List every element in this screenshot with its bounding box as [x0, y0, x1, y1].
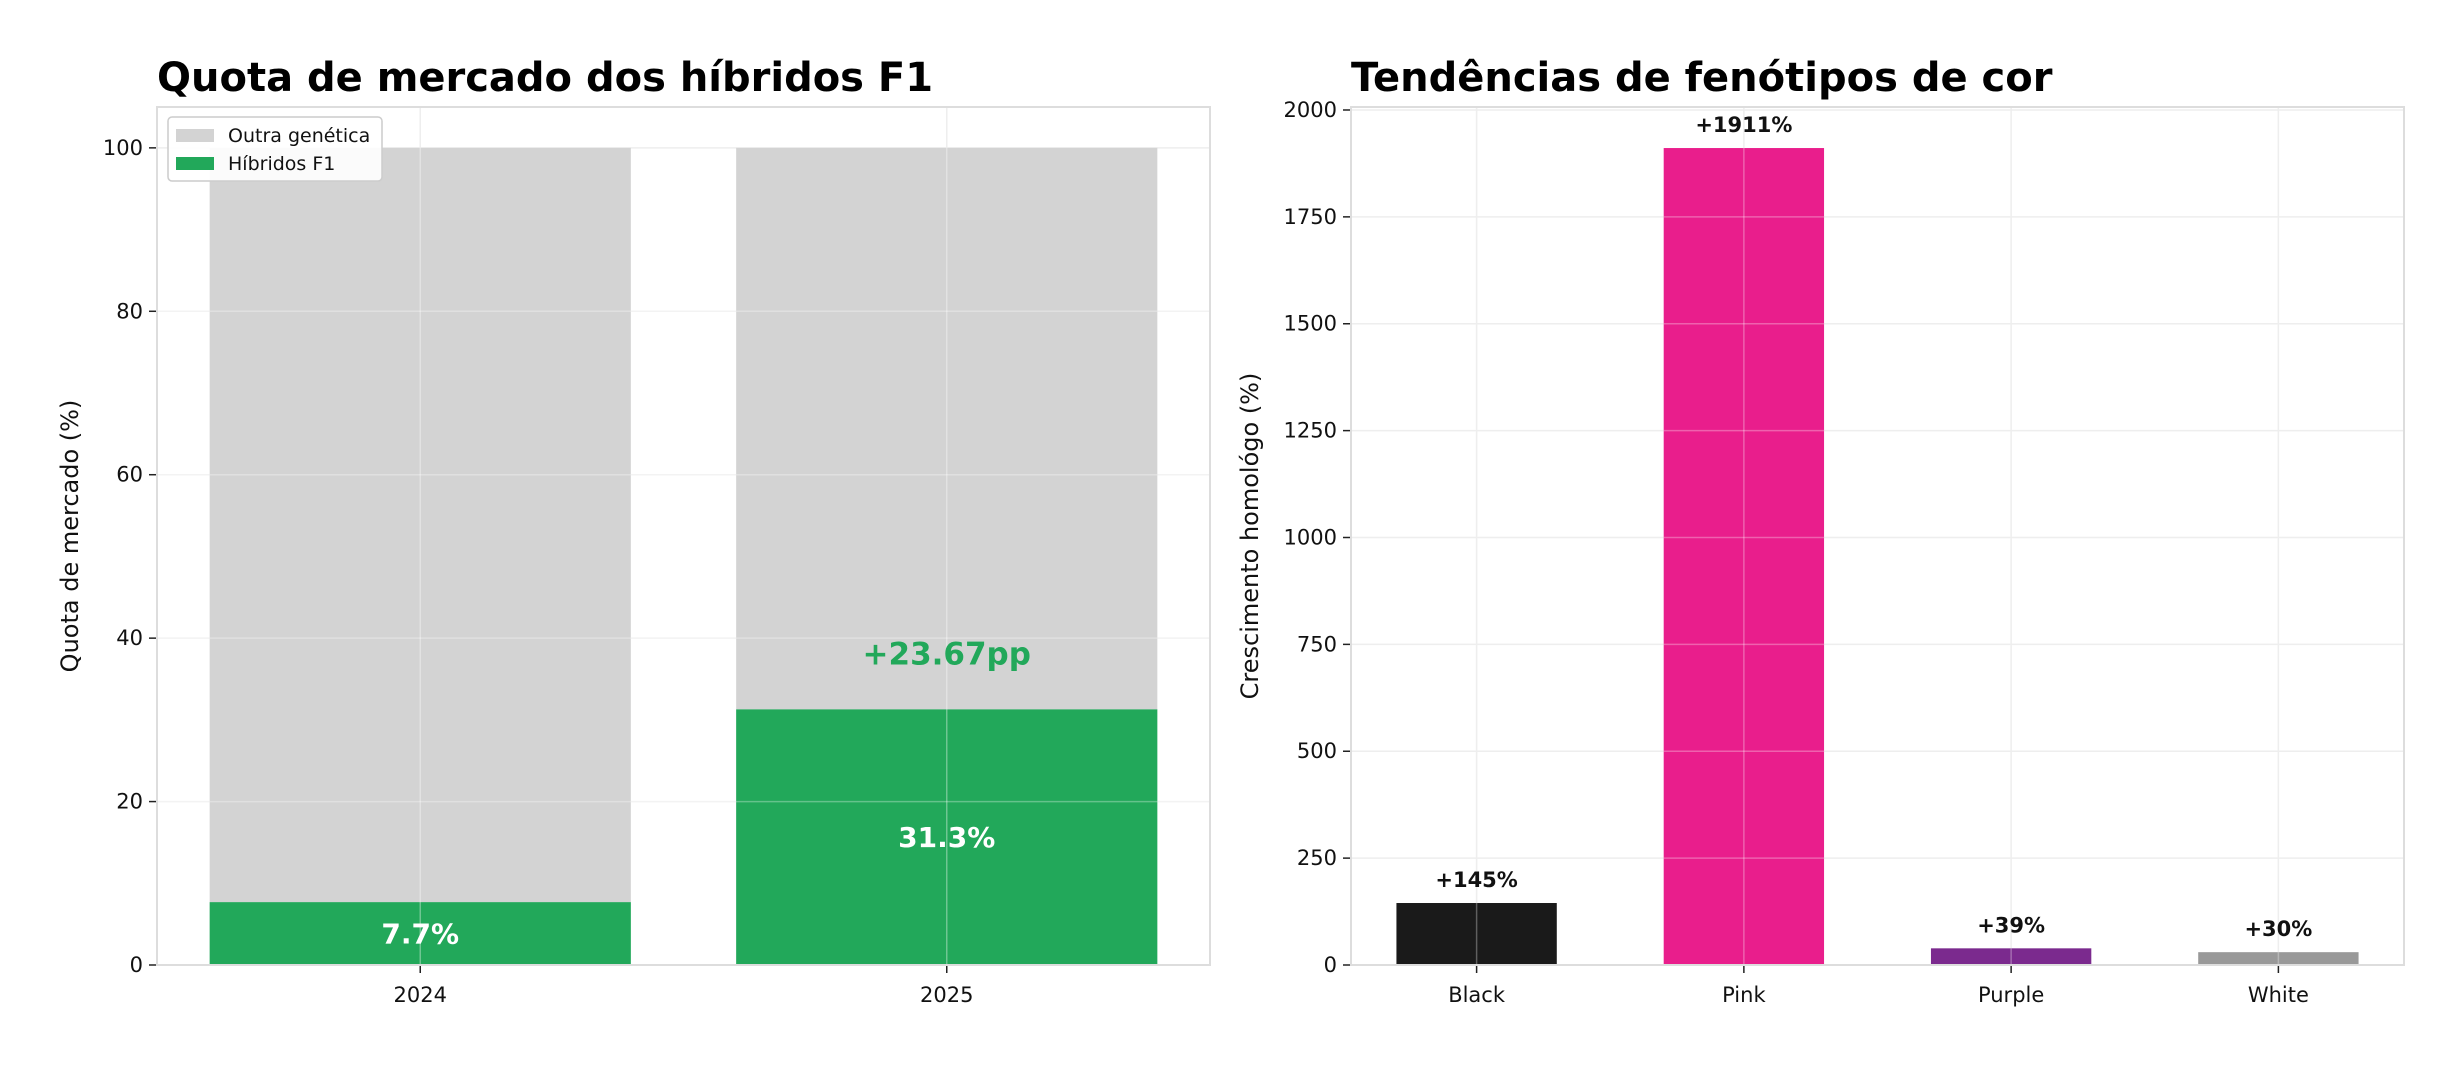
legend-swatch — [176, 157, 214, 170]
legend-label: Outra genética — [228, 125, 370, 147]
bar-hybrid-f1 — [209, 902, 631, 965]
data-label: +30% — [2244, 917, 2312, 941]
plot-area — [1351, 107, 2404, 965]
data-label: +145% — [1435, 868, 1517, 892]
data-label: 31.3% — [898, 821, 995, 854]
y-axis-label: Crescimento homológo (%) — [1236, 373, 1264, 700]
y-tick-label: 0 — [130, 953, 143, 977]
y-tick-label: 2000 — [1284, 98, 1337, 122]
color-trend-chart: Tendências de fenótipos de cor Crescimen… — [1236, 55, 2405, 1007]
y-tick-label: 80 — [116, 299, 143, 323]
legend-swatch — [176, 129, 214, 142]
y-tick-label: 250 — [1297, 846, 1337, 870]
x-tick-label: Pink — [1722, 983, 1766, 1007]
y-tick-label: 1000 — [1284, 525, 1337, 549]
chart-title: Tendências de fenótipos de cor — [1351, 55, 2053, 101]
axes-frame — [1350, 106, 2405, 966]
chart-title: Quota de mercado dos híbridos F1 — [157, 55, 933, 101]
x-tick-label: 2024 — [394, 983, 447, 1007]
y-tick-label: 60 — [116, 463, 143, 487]
bar-other-genetics — [209, 147, 631, 903]
legend-box — [167, 116, 383, 182]
y-tick-label: 1750 — [1284, 205, 1337, 229]
y-tick-label: 1500 — [1284, 312, 1337, 336]
bar-black — [1396, 903, 1557, 965]
data-label: +39% — [1977, 913, 2045, 937]
axes-frame — [156, 106, 1211, 966]
x-tick-label: Black — [1448, 983, 1506, 1007]
y-tick-label: 20 — [116, 790, 143, 814]
y-tick-label: 100 — [103, 136, 143, 160]
y-axis-label: Quota de mercado (%) — [56, 400, 84, 673]
delta-annotation: +23.67pp — [863, 636, 1031, 672]
market-share-chart: Quota de mercado dos híbridos F1 Quota d… — [56, 55, 1211, 1007]
legend: Outra genética Híbridos F1 — [167, 116, 383, 182]
y-tick-label: 1250 — [1284, 419, 1337, 443]
bar-hybrid-f1 — [736, 709, 1158, 965]
bar-purple — [1930, 948, 2092, 965]
x-tick-label: 2025 — [920, 983, 973, 1007]
bar-other-genetics — [736, 147, 1158, 710]
bar-pink — [1663, 148, 1825, 966]
data-label: 7.7% — [381, 918, 459, 951]
x-tick-label: Purple — [1978, 983, 2044, 1007]
legend-label: Híbridos F1 — [228, 153, 335, 175]
bar-white — [2198, 952, 2359, 965]
y-tick-label: 40 — [116, 626, 143, 650]
y-tick-label: 750 — [1297, 632, 1337, 656]
data-label: +1911% — [1695, 113, 1792, 137]
x-tick-label: White — [2248, 983, 2309, 1007]
y-tick-label: 0 — [1324, 953, 1337, 977]
y-tick-label: 500 — [1297, 739, 1337, 763]
